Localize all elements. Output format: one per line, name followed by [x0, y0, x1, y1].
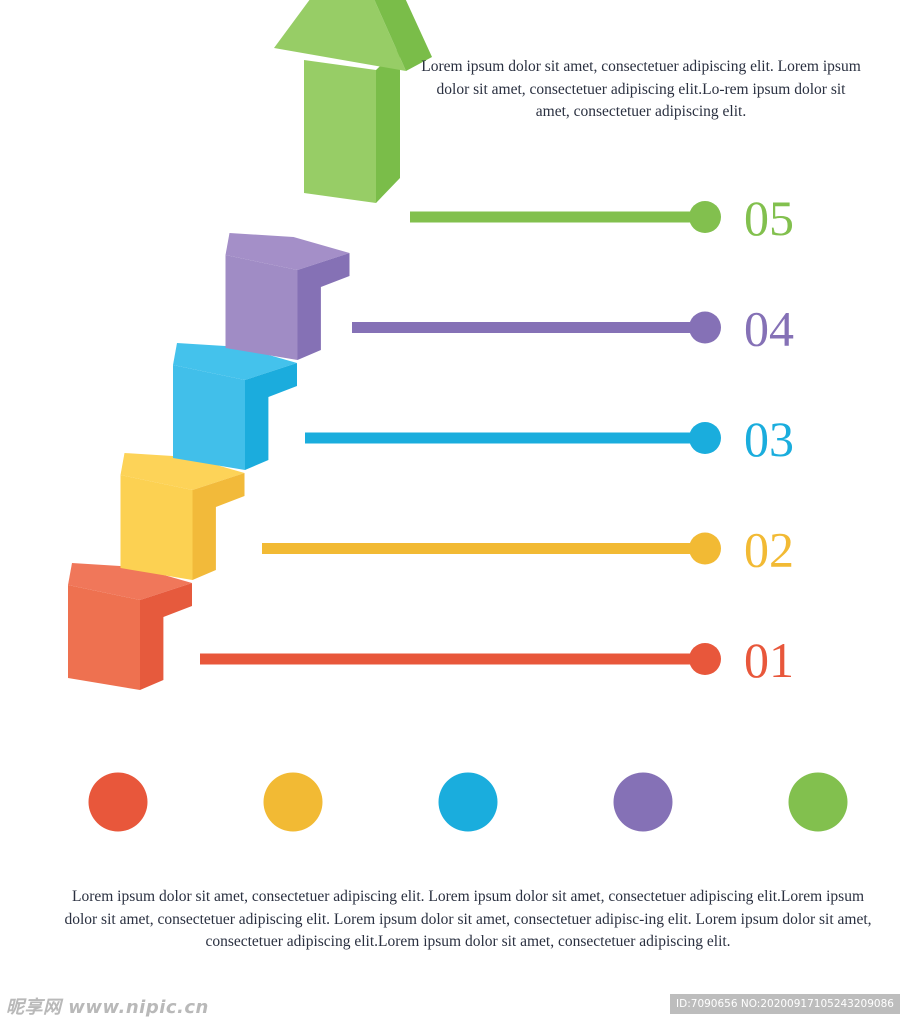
connector-03: 03: [305, 411, 794, 467]
legend-dot: [788, 772, 848, 832]
step-block-03: [173, 343, 297, 470]
arrow-shaft: [304, 60, 376, 203]
connector-04: 04: [352, 301, 794, 357]
step-number-label: 01: [744, 632, 794, 688]
step-number-label: 05: [744, 190, 794, 246]
top-description: Lorem ipsum dolor sit amet, consectetuer…: [421, 58, 861, 120]
connector-dot: [689, 643, 721, 675]
step-number-label: 02: [744, 522, 794, 578]
step-number-label: 03: [744, 411, 794, 467]
legend-dot: [88, 772, 148, 832]
arrow-head-side: [374, 0, 432, 71]
connector-05: 05: [410, 190, 794, 246]
watermark-id: ID:7090656 NO:20200917105243209086: [670, 994, 900, 1014]
step-connectors: 01 02 03 04 05: [200, 190, 794, 688]
arrow-head: [274, 0, 406, 71]
legend-dot: [613, 772, 673, 832]
connector-02: 02: [262, 522, 794, 578]
connector-dot: [689, 201, 721, 233]
step-block-04: [225, 233, 350, 360]
bottom-description: Lorem ipsum dolor sit amet, consectetuer…: [64, 888, 872, 950]
connector-dot: [689, 422, 721, 454]
connector-dot: [689, 532, 721, 565]
connector-dot: [689, 311, 721, 344]
arrow-shaft-side: [376, 47, 400, 203]
step-block-01: [68, 563, 192, 690]
legend-dots: [88, 772, 848, 832]
step-number-label: 04: [744, 301, 794, 357]
legend-dot: [263, 772, 323, 832]
connector-01: 01: [200, 632, 794, 688]
legend-dot: [438, 772, 498, 832]
up-arrow-icon: [274, 0, 432, 203]
step-block-02: [120, 453, 245, 580]
watermark-logo: 昵享网 www.nipic.cn: [6, 997, 209, 1018]
staircase: [68, 233, 350, 690]
